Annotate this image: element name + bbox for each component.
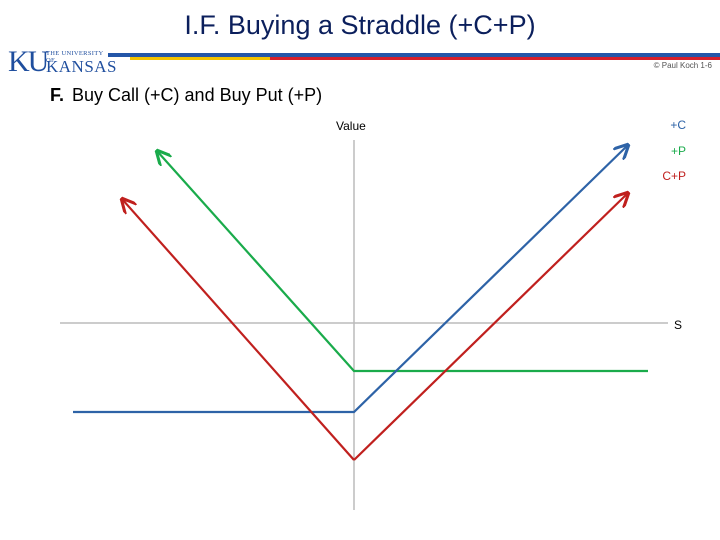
- logo-university-text: THE UNIVERSITY OF: [46, 50, 104, 64]
- legend-call: +C: [670, 118, 686, 132]
- slide-subtitle: F. Buy Call (+C) and Buy Put (+P): [50, 85, 322, 106]
- straddle-right-leg: [353, 193, 628, 461]
- logo-kansas-text: KANSAS: [46, 57, 118, 76]
- header-bar-yellow: [130, 57, 270, 60]
- slide-title: I.F. Buying a Straddle (+C+P): [184, 10, 536, 40]
- legend-straddle: C+P: [662, 169, 686, 183]
- header-bar-red: [270, 57, 720, 60]
- logo-ku-letters: KU: [8, 45, 49, 78]
- subtitle-text: Buy Call (+C) and Buy Put (+P): [72, 85, 323, 105]
- x-axis-label: S: [674, 318, 683, 332]
- copyright-text: © Paul Koch 1-6: [653, 61, 712, 70]
- subtitle-letter: F.: [50, 85, 65, 105]
- y-axis-label: Value: [336, 119, 366, 133]
- header-bar-blue: [108, 53, 720, 57]
- long-put-line: [157, 151, 648, 373]
- long-call-line: [73, 145, 628, 414]
- ku-logo: KU THE UNIVERSITY OF KANSAS: [8, 45, 117, 78]
- legend-put: +P: [670, 144, 686, 158]
- straddle-left-leg: [122, 199, 355, 461]
